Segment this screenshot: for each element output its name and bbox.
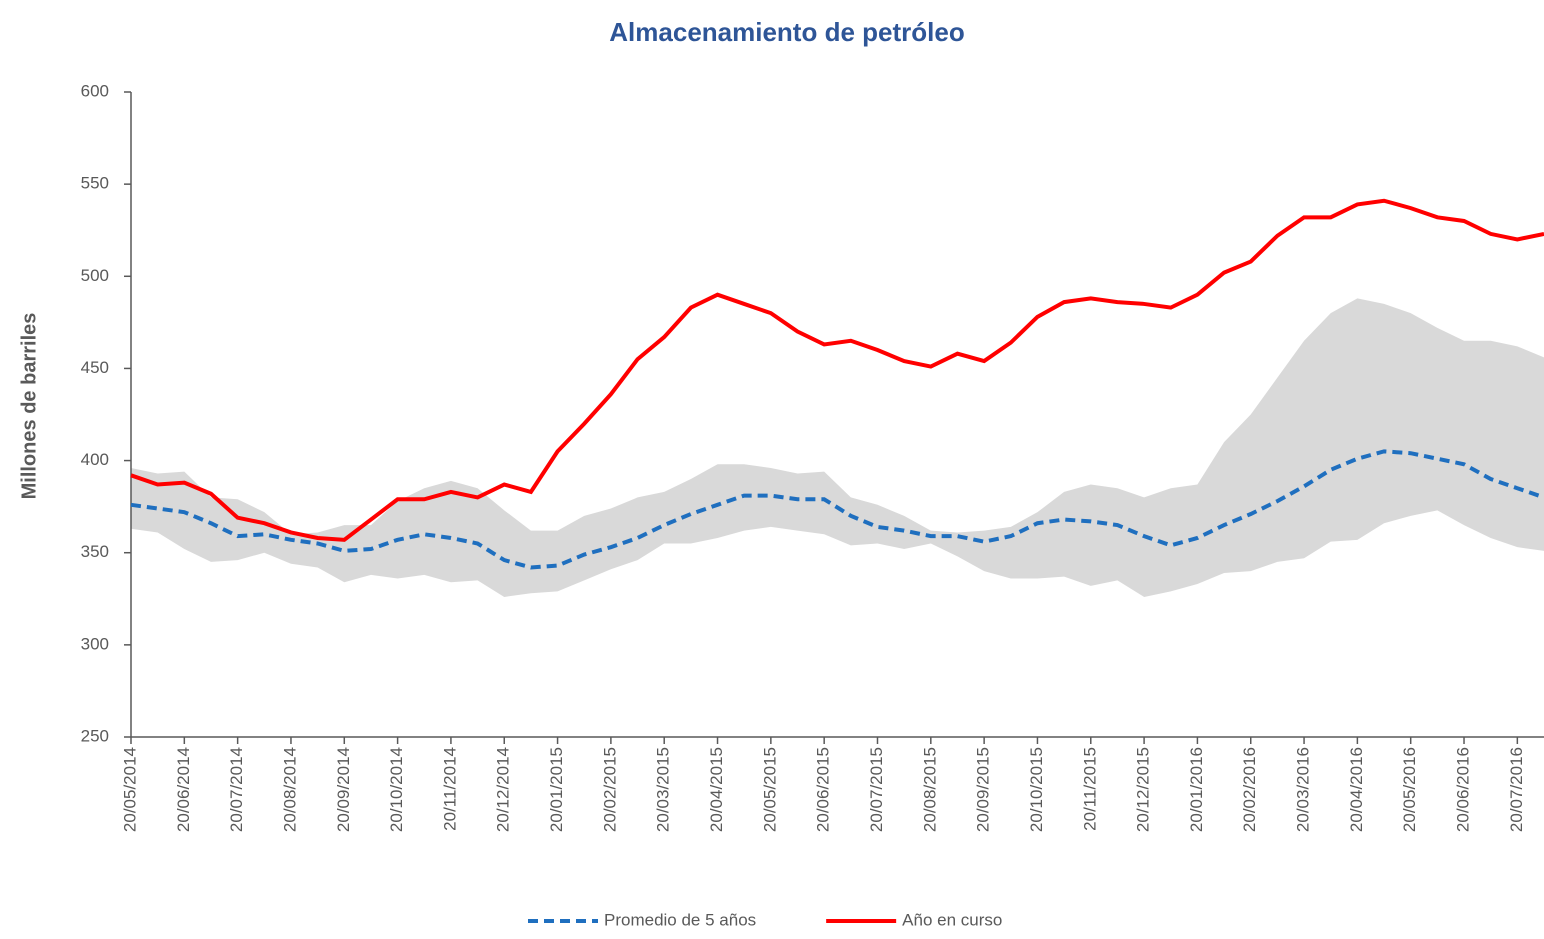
- x-tick-label: 20/11/2014: [440, 747, 459, 831]
- x-tick-label: 20/04/2015: [707, 747, 726, 832]
- y-tick-label: 450: [81, 358, 109, 377]
- legend-label: Promedio de 5 años: [604, 910, 756, 929]
- x-tick-label: 20/02/2016: [1240, 747, 1259, 832]
- x-tick-label: 20/03/2016: [1294, 747, 1313, 832]
- y-tick-label: 350: [81, 542, 109, 561]
- x-tick-label: 20/03/2015: [654, 747, 673, 832]
- x-tick-label: 20/10/2014: [387, 747, 406, 832]
- x-tick-label: 20/04/2016: [1347, 747, 1366, 832]
- y-tick-label: 600: [81, 81, 109, 100]
- x-tick-label: 20/12/2015: [1134, 747, 1153, 832]
- y-tick-label: 500: [81, 266, 109, 285]
- x-tick-label: 20/06/2014: [174, 747, 193, 832]
- x-tick-label: 20/10/2015: [1027, 747, 1046, 832]
- x-tick-label: 20/06/2015: [814, 747, 833, 832]
- series-line: [130, 449, 1544, 570]
- x-tick-label: 20/12/2014: [494, 747, 513, 832]
- legend-label: Año en curso: [902, 910, 1002, 929]
- x-tick-label: 20/06/2016: [1454, 747, 1473, 832]
- x-tick-label: 20/07/2016: [1507, 747, 1526, 832]
- y-axis-label: Millones de barriles: [18, 313, 40, 500]
- x-tick-label: 20/05/2015: [760, 747, 779, 832]
- y-tick-label: 550: [81, 174, 109, 193]
- x-tick-label: 20/02/2015: [600, 747, 619, 832]
- x-tick-label: 20/05/2016: [1400, 747, 1419, 832]
- y-tick-label: 300: [81, 634, 109, 653]
- x-tick-label: 20/08/2015: [920, 747, 939, 832]
- x-tick-label: 20/07/2015: [867, 747, 886, 832]
- x-tick-label: 20/01/2016: [1187, 747, 1206, 832]
- series-line: [130, 198, 1544, 542]
- chart-title: Almacenamiento de petróleo: [609, 17, 964, 47]
- x-tick-label: 20/08/2014: [280, 747, 299, 832]
- x-tick-label: 20/09/2015: [974, 747, 993, 832]
- y-tick-label: 400: [81, 450, 109, 469]
- x-tick-label: 20/01/2015: [547, 747, 566, 832]
- y-tick-label: 250: [81, 726, 109, 745]
- x-tick-label: 20/07/2014: [227, 747, 246, 832]
- x-tick-label: 20/05/2014: [120, 747, 139, 832]
- x-tick-label: 20/11/2015: [1080, 747, 1099, 831]
- range-band: [131, 298, 1544, 597]
- x-tick-label: 20/09/2014: [334, 747, 353, 832]
